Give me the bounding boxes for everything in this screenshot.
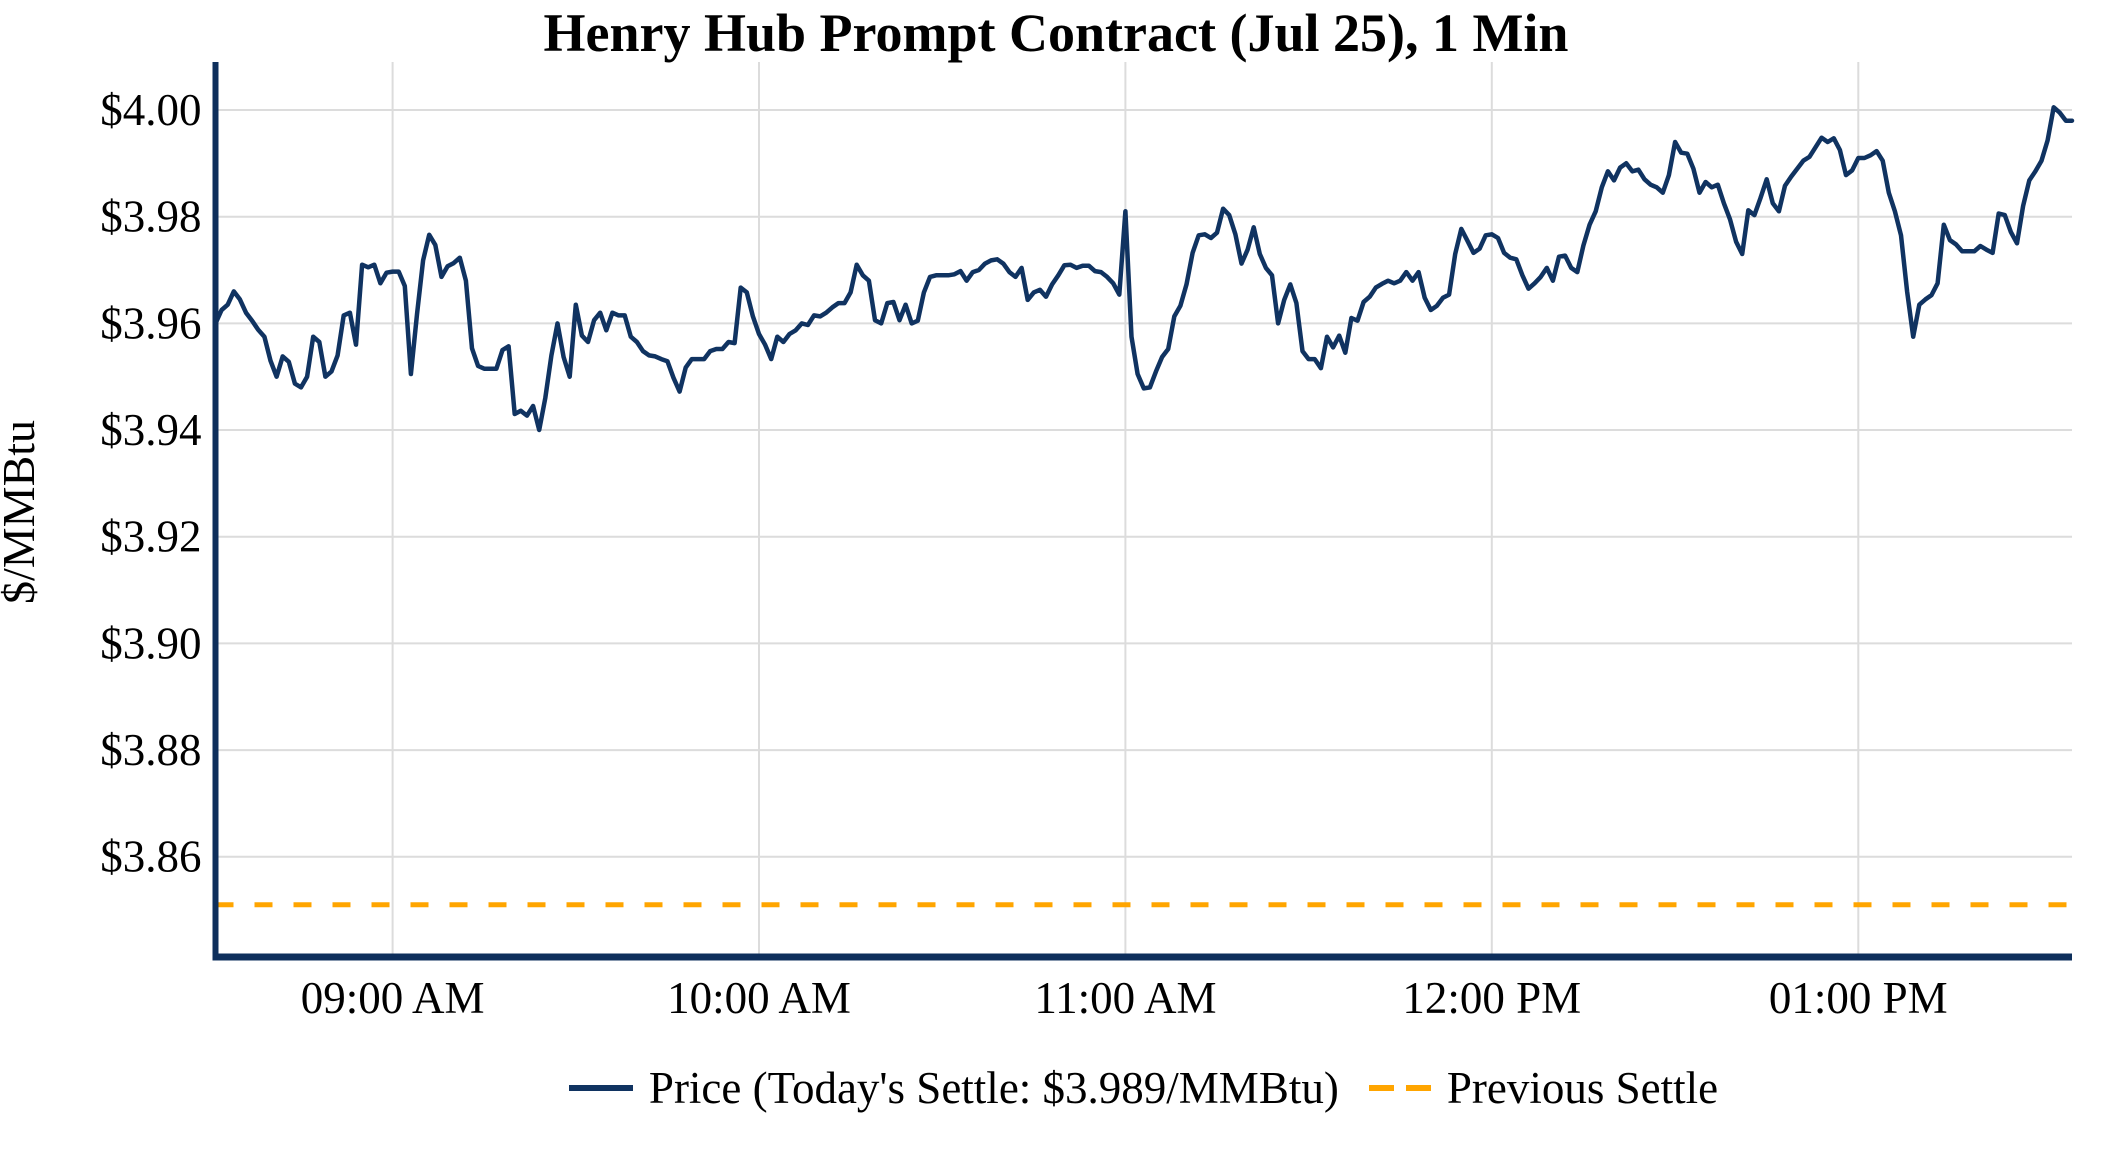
legend-price-label: Price (Today's Settle: $3.989/MMBtu) xyxy=(648,1063,1339,1113)
price-line xyxy=(213,105,2075,433)
y-tick-label: $3.92 xyxy=(100,512,201,562)
y-tick-label: $3.96 xyxy=(100,298,201,348)
x-tick-label: 09:00 AM xyxy=(301,973,485,1023)
x-tick-label: 10:00 AM xyxy=(667,973,851,1023)
legend-item-previous-settle: Previous Settle xyxy=(1368,1062,1719,1114)
legend-previous-settle-label: Previous Settle xyxy=(1446,1063,1719,1113)
previous-settle-dash-swatch xyxy=(1368,1085,1431,1091)
y-tick-label: $3.90 xyxy=(100,618,201,668)
y-tick-label: $3.94 xyxy=(100,405,201,455)
y-tick-label: $3.88 xyxy=(100,725,201,775)
y-tick-label: $3.98 xyxy=(100,192,201,242)
x-tick-label: 11:00 AM xyxy=(1034,973,1216,1023)
chart-title: Henry Hub Prompt Contract (Jul 25), 1 Mi… xyxy=(543,3,1569,63)
legend-item-price: Price (Today's Settle: $3.989/MMBtu) xyxy=(568,1062,1339,1114)
y-axis-label: $/MMBtu xyxy=(0,420,44,604)
x-tick-label: 01:00 PM xyxy=(1769,973,1948,1023)
legend: Price (Today's Settle: $3.989/MMBtu) Pre… xyxy=(215,1058,2072,1118)
price-line-swatch xyxy=(568,1085,633,1091)
y-tick-label: $4.00 xyxy=(100,85,201,135)
y-tick-label: $3.86 xyxy=(100,832,201,882)
x-tick-label: 12:00 PM xyxy=(1402,973,1581,1023)
